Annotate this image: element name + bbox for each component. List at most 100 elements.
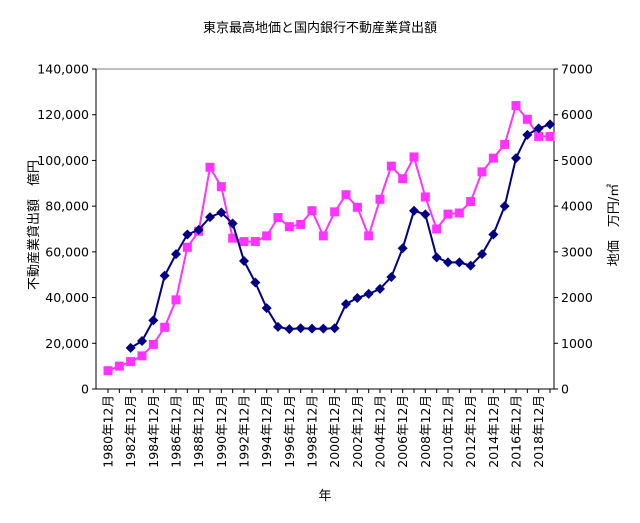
series-0-point: [364, 231, 374, 241]
series-0-point: [375, 194, 385, 204]
series-0-point: [318, 231, 328, 241]
y-axis-label-right: 地価 万円/㎡: [607, 184, 622, 266]
x-axis-label: 年: [318, 489, 331, 504]
x-tick-label: 2004年12月: [373, 395, 388, 468]
series-1-point: [465, 260, 476, 271]
series-1-point: [284, 324, 295, 335]
series-1-point: [545, 119, 555, 130]
series-0-point: [330, 207, 340, 217]
x-tick-label: 1988年12月: [191, 395, 206, 468]
series-1-point: [420, 209, 431, 220]
series-0-point: [488, 153, 498, 163]
right-y-tick-label: 4000: [561, 199, 593, 214]
left-y-tick-label: 80,000: [45, 199, 89, 214]
series-1-point: [499, 201, 510, 212]
x-tick-label: 2012年12月: [463, 395, 478, 468]
right-y-ticks: 0 1000 2000 3000 4000 5000 6000 7000: [554, 62, 593, 397]
series-0-point: [148, 339, 158, 349]
series-0-point: [137, 351, 147, 361]
x-tick-label: 2014年12月: [486, 395, 501, 468]
series-1-point: [148, 315, 159, 326]
series-1-point: [227, 218, 238, 229]
x-tick-label: 2006年12月: [395, 395, 410, 468]
series-1-point: [250, 277, 261, 288]
x-tick-label: 1984年12月: [146, 395, 161, 468]
series-0-point: [273, 213, 283, 223]
series-0-point: [171, 295, 181, 305]
series-1-point: [295, 323, 306, 334]
series-1-point: [375, 283, 385, 294]
series-0-point: [239, 237, 249, 247]
series-1-point: [137, 336, 147, 346]
right-y-tick-label: 0: [561, 382, 569, 397]
x-tick-label: 1996年12月: [282, 395, 297, 468]
series-0-point: [341, 190, 351, 200]
right-y-tick-label: 5000: [561, 153, 593, 168]
series-0-point: [500, 139, 510, 149]
y-axis-label-left: 不動産業貸出額 億円: [26, 160, 42, 290]
series-0-point: [420, 192, 430, 202]
series-0-point: [477, 167, 487, 177]
x-tick-label: 1994年12月: [259, 395, 274, 468]
series-1-point: [488, 229, 499, 240]
series-1-point: [182, 229, 193, 240]
series-0-point: [103, 366, 113, 376]
series-1-point: [261, 303, 272, 314]
x-tick-label: 2010年12月: [441, 395, 456, 468]
series-0-point: [522, 114, 532, 124]
series-1-point: [125, 342, 136, 353]
series-0-point: [126, 357, 136, 367]
x-tick-label: 2002年12月: [350, 395, 365, 468]
series-1-point: [533, 123, 544, 134]
series-1-point: [171, 249, 181, 260]
series-0-point: [160, 322, 170, 332]
left-y-tick-label: 140,000: [37, 62, 89, 77]
series-0-line: [107, 103, 550, 372]
series-1-point: [159, 270, 170, 281]
x-tick-label: 2000年12月: [327, 395, 342, 468]
x-tick-label: 1986年12月: [169, 395, 184, 468]
series-0-point: [386, 161, 396, 171]
series-1-line: [130, 123, 551, 349]
series-0-point: [466, 197, 476, 207]
series-0-point: [284, 222, 294, 232]
series-0-point: [432, 224, 442, 234]
series-1-point: [431, 252, 442, 263]
series-0-point: [534, 131, 544, 141]
series-1-point: [307, 323, 317, 334]
series-1-point: [522, 129, 533, 140]
series-0-point: [262, 231, 272, 241]
series-0-point: [398, 174, 408, 184]
series-1-point: [205, 212, 215, 223]
left-y-tick-label: 40,000: [45, 290, 89, 305]
series-0-point: [228, 233, 238, 243]
right-y-tick-label: 1000: [561, 336, 593, 351]
left-y-tick-label: 120,000: [37, 107, 89, 122]
series-1-point: [454, 257, 465, 268]
series-0-point: [443, 209, 453, 219]
left-y-tick-label: 20,000: [45, 336, 89, 351]
x-tick-label: 2018年12月: [531, 395, 546, 468]
series-0-point: [409, 152, 419, 162]
series-1-point: [386, 272, 397, 282]
right-y-tick-label: 3000: [561, 244, 593, 259]
series-1-point: [443, 257, 453, 268]
right-y-tick-label: 2000: [561, 290, 593, 305]
series-1-point: [273, 321, 283, 332]
right-y-tick-label: 7000: [561, 62, 593, 77]
x-tick-label: 1992年12月: [237, 395, 252, 468]
series-0-point: [307, 206, 317, 216]
series-0-point: [352, 202, 362, 212]
series-1-point: [477, 249, 487, 260]
series-0-point: [182, 242, 192, 252]
series-1-point: [352, 293, 363, 304]
series-layer: [103, 101, 555, 376]
series-1-point: [318, 323, 329, 334]
x-tick-label: 1980年12月: [101, 395, 116, 468]
x-tick-label: 1998年12月: [305, 395, 320, 468]
right-y-tick-label: 6000: [561, 107, 593, 122]
series-1-point: [193, 224, 204, 235]
x-tick-label: 1990年12月: [214, 395, 229, 468]
